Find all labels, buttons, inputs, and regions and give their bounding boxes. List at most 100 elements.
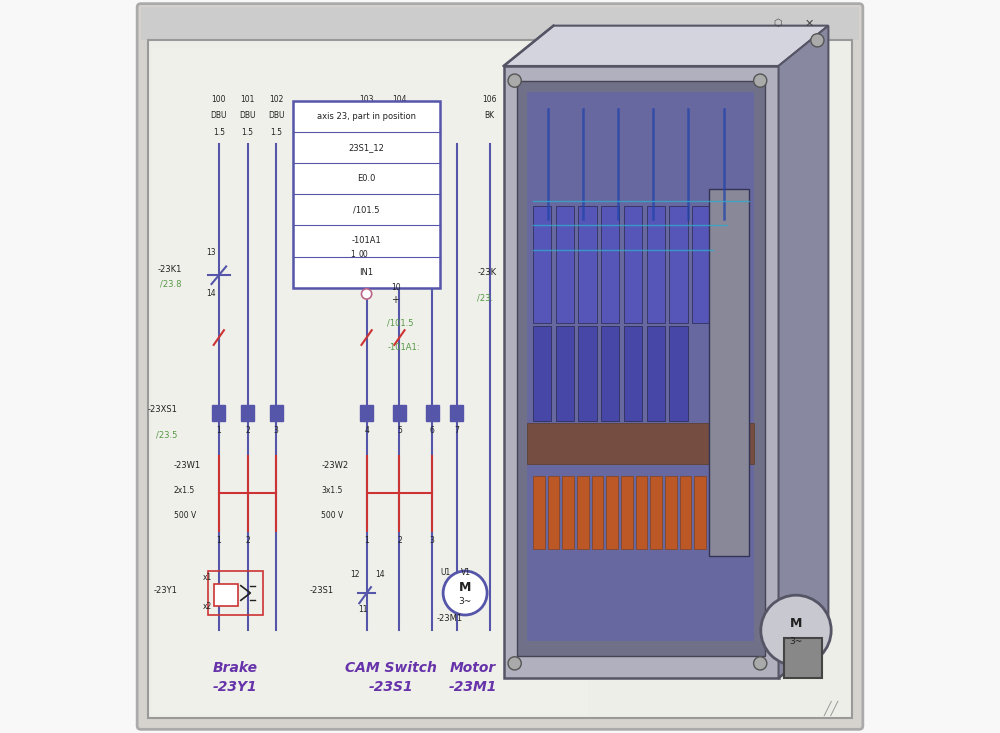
Text: ⬡: ⬡: [773, 18, 781, 29]
Text: -23W1: -23W1: [174, 461, 201, 471]
Circle shape: [508, 74, 521, 87]
Text: 104: 104: [392, 95, 407, 103]
Text: DBU: DBU: [358, 111, 375, 120]
Text: 6: 6: [430, 426, 435, 435]
Text: -23M1: -23M1: [436, 614, 463, 623]
Bar: [562, 476, 574, 550]
Bar: [636, 476, 647, 550]
Text: -101A1: -101A1: [352, 237, 381, 246]
Bar: [141, 7, 859, 40]
Text: -23M1: -23M1: [449, 679, 498, 693]
Text: /23.5: /23.5: [156, 430, 178, 439]
Bar: [548, 476, 559, 550]
Bar: [533, 476, 545, 550]
Text: U1: U1: [440, 568, 451, 578]
Bar: [527, 92, 754, 641]
Text: 3~: 3~: [789, 637, 803, 646]
Text: -23Y1: -23Y1: [154, 586, 178, 595]
Text: 1: 1: [364, 536, 369, 545]
Bar: [360, 405, 373, 421]
Text: 101: 101: [240, 95, 255, 103]
Text: 500 V: 500 V: [174, 511, 196, 520]
Text: IN1: IN1: [360, 268, 374, 276]
Bar: [624, 206, 642, 323]
Text: -23K1: -23K1: [158, 265, 182, 274]
Bar: [592, 476, 603, 550]
Bar: [578, 325, 597, 421]
Bar: [669, 325, 688, 421]
Circle shape: [443, 571, 487, 615]
Bar: [393, 405, 406, 421]
Bar: [212, 405, 225, 421]
Bar: [621, 476, 633, 550]
Bar: [709, 476, 721, 550]
Text: CAM Switch: CAM Switch: [345, 661, 437, 676]
Text: 10: 10: [391, 283, 401, 292]
Text: Brake: Brake: [213, 661, 258, 676]
Text: 11: 11: [358, 605, 368, 614]
Text: 3x1.5: 3x1.5: [321, 486, 343, 496]
Text: 4: 4: [364, 426, 369, 435]
Text: E0.0: E0.0: [357, 174, 376, 183]
Bar: [692, 206, 710, 323]
Text: V1: V1: [461, 568, 471, 578]
Bar: [527, 424, 754, 464]
Bar: [680, 476, 691, 550]
Bar: [724, 476, 735, 550]
Text: 102: 102: [269, 95, 283, 103]
Text: 2: 2: [245, 426, 250, 435]
Bar: [450, 405, 463, 421]
Text: /23.: /23.: [477, 293, 494, 302]
Text: -23S1: -23S1: [310, 586, 334, 595]
Text: 1.5: 1.5: [213, 128, 225, 137]
Bar: [556, 206, 574, 323]
Bar: [647, 325, 665, 421]
Text: -23S1: -23S1: [369, 679, 414, 693]
Bar: [293, 100, 440, 287]
Bar: [214, 584, 238, 606]
Text: x1: x1: [202, 572, 212, 582]
Text: -23XS1: -23XS1: [148, 405, 178, 414]
Circle shape: [361, 289, 372, 299]
Text: /101.5: /101.5: [387, 318, 414, 327]
Text: 1: 1: [350, 249, 355, 259]
Text: x2: x2: [202, 602, 212, 611]
Text: BK: BK: [485, 111, 495, 120]
Circle shape: [508, 657, 521, 670]
Circle shape: [811, 616, 824, 630]
Text: -23W2: -23W2: [321, 461, 349, 471]
Bar: [606, 476, 618, 550]
Text: 100: 100: [212, 95, 226, 103]
Text: 1.5: 1.5: [242, 128, 254, 137]
Polygon shape: [779, 26, 828, 678]
Polygon shape: [504, 26, 828, 66]
Text: -23K: -23K: [477, 268, 497, 277]
Bar: [601, 206, 619, 323]
Text: 2: 2: [397, 536, 402, 545]
Bar: [533, 206, 551, 323]
Circle shape: [761, 595, 831, 666]
Text: 2: 2: [245, 536, 250, 545]
Text: /23.8: /23.8: [160, 280, 182, 289]
Bar: [669, 206, 688, 323]
Bar: [784, 638, 822, 678]
Bar: [624, 325, 642, 421]
Text: 23S1_12: 23S1_12: [349, 143, 385, 152]
Text: 14: 14: [375, 570, 384, 579]
Text: M: M: [790, 616, 802, 630]
Text: 1.5: 1.5: [361, 128, 373, 137]
Bar: [208, 571, 263, 615]
Circle shape: [811, 34, 824, 47]
Text: 500 V: 500 V: [321, 511, 344, 520]
Text: 7: 7: [454, 426, 459, 435]
Text: DBU: DBU: [211, 111, 227, 120]
Circle shape: [754, 74, 767, 87]
Text: 103: 103: [359, 95, 374, 103]
Text: -23Y1: -23Y1: [213, 679, 258, 693]
Bar: [426, 405, 439, 421]
Bar: [647, 206, 665, 323]
Text: ╱╱: ╱╱: [824, 701, 839, 716]
Text: 3: 3: [430, 536, 435, 545]
Bar: [556, 325, 574, 421]
Bar: [504, 66, 779, 678]
